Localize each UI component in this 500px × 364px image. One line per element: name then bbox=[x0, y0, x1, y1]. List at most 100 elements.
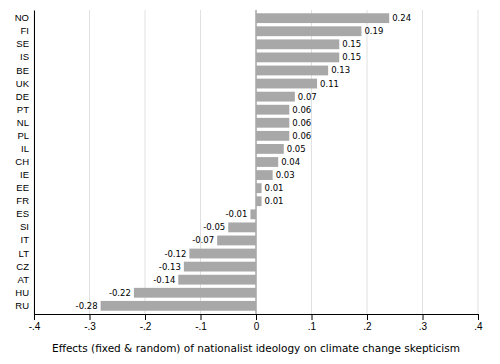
tick: DE bbox=[16, 91, 34, 102]
tick-mark bbox=[145, 314, 146, 320]
bar bbox=[256, 13, 389, 23]
data-label: -0.05 bbox=[203, 222, 225, 232]
tick: PT bbox=[17, 104, 34, 115]
data-label: 0.06 bbox=[292, 118, 311, 128]
data-label: 0.05 bbox=[287, 144, 306, 154]
grid-line bbox=[367, 10, 368, 314]
data-label: 0.24 bbox=[392, 13, 411, 23]
axis-line bbox=[34, 11, 35, 315]
bar bbox=[256, 39, 339, 49]
tick-label: HU bbox=[15, 287, 29, 298]
tick: CH bbox=[15, 156, 34, 167]
grid bbox=[34, 10, 478, 314]
x-axis: -.4 -.3 -.2 -.1 0 .1 .2 .3 .4 bbox=[29, 314, 483, 332]
tick-label: IL bbox=[21, 143, 29, 154]
tick-label: RU bbox=[15, 300, 29, 311]
data-label: -0.13 bbox=[159, 262, 181, 272]
tick: FI bbox=[21, 25, 34, 36]
tick-label: 0 bbox=[254, 321, 260, 332]
bar bbox=[101, 301, 256, 311]
tick: ES bbox=[16, 208, 34, 219]
data-label: 0.19 bbox=[364, 26, 383, 36]
tick: IE bbox=[20, 169, 34, 180]
tick-label: -.4 bbox=[29, 321, 41, 332]
tick: SE bbox=[16, 38, 34, 49]
tick-label: AT bbox=[18, 274, 30, 285]
bar bbox=[256, 79, 317, 89]
tick-label: -.2 bbox=[140, 321, 152, 332]
tick-label: .1 bbox=[308, 321, 317, 332]
tick: BE bbox=[16, 65, 34, 76]
data-label: 0.11 bbox=[320, 79, 339, 89]
bar bbox=[256, 196, 262, 206]
grid-line bbox=[422, 10, 423, 314]
data-label: -0.12 bbox=[164, 249, 186, 259]
tick-label: PL bbox=[17, 130, 29, 141]
tick-label: FI bbox=[21, 25, 29, 36]
bar bbox=[256, 92, 295, 102]
data-label: 0.03 bbox=[276, 170, 295, 180]
tick: UK bbox=[16, 78, 34, 89]
tick: .4 bbox=[474, 314, 483, 332]
data-label: 0.06 bbox=[292, 105, 311, 115]
bar bbox=[256, 183, 262, 193]
tick: AT bbox=[18, 274, 34, 285]
tick-label: BE bbox=[16, 65, 29, 76]
tick: -.4 bbox=[29, 314, 41, 332]
tick-label: ES bbox=[16, 208, 29, 219]
tick: -.3 bbox=[84, 314, 96, 332]
data-label: 0.15 bbox=[342, 39, 361, 49]
tick: SI bbox=[20, 221, 34, 232]
tick: RU bbox=[15, 300, 34, 311]
bar bbox=[134, 288, 256, 298]
tick-label: -.3 bbox=[84, 321, 96, 332]
tick-mark bbox=[423, 314, 424, 320]
data-label: 0.15 bbox=[342, 52, 361, 62]
plot-area: -.4-.3-.2-.10.1.2.3.4NOFISEISBEUKDEPTNLP… bbox=[15, 10, 483, 332]
bar bbox=[178, 275, 256, 285]
bars bbox=[101, 13, 390, 310]
data-label: -0.22 bbox=[109, 288, 131, 298]
tick-label: EE bbox=[16, 182, 29, 193]
bar bbox=[256, 157, 278, 167]
bar bbox=[256, 26, 361, 36]
tick-mark bbox=[478, 314, 479, 320]
data-label: -0.14 bbox=[153, 275, 175, 285]
tick: -.2 bbox=[140, 314, 152, 332]
tick-mark bbox=[90, 314, 91, 320]
tick-label: -.1 bbox=[195, 321, 207, 332]
tick-mark bbox=[256, 314, 257, 320]
axis-line bbox=[35, 315, 479, 321]
tick-label: IS bbox=[20, 51, 29, 62]
tick-label: IE bbox=[20, 169, 29, 180]
data-label: 0.07 bbox=[298, 92, 317, 102]
tick-mark bbox=[312, 314, 313, 320]
tick: IL bbox=[21, 143, 34, 154]
bar bbox=[256, 170, 273, 180]
tick: .3 bbox=[419, 314, 428, 332]
tick: NL bbox=[17, 117, 34, 128]
bar bbox=[184, 262, 256, 272]
tick: .2 bbox=[363, 314, 372, 332]
tick-label: FR bbox=[16, 195, 29, 206]
chart: -.4-.3-.2-.10.1.2.3.4NOFISEISBEUKDEPTNLP… bbox=[0, 0, 500, 364]
tick-label: DE bbox=[16, 91, 29, 102]
tick: IT bbox=[21, 234, 34, 245]
tick: .1 bbox=[308, 314, 317, 332]
tick-label: LT bbox=[19, 248, 30, 259]
data-label: 0.04 bbox=[281, 157, 300, 167]
tick: IS bbox=[20, 51, 34, 62]
tick-label: IT bbox=[21, 234, 30, 245]
grid-line bbox=[34, 10, 35, 314]
tick-label: CH bbox=[15, 156, 29, 167]
tick-mark bbox=[34, 314, 35, 320]
data-label: 0.01 bbox=[265, 196, 284, 206]
data-label: 0.01 bbox=[265, 183, 284, 193]
data-label: -0.07 bbox=[192, 235, 214, 245]
bar bbox=[250, 209, 256, 219]
bar bbox=[256, 52, 339, 62]
tick: EE bbox=[16, 182, 34, 193]
grid-line bbox=[145, 10, 146, 314]
bar bbox=[256, 131, 289, 141]
tick: LT bbox=[19, 248, 34, 259]
